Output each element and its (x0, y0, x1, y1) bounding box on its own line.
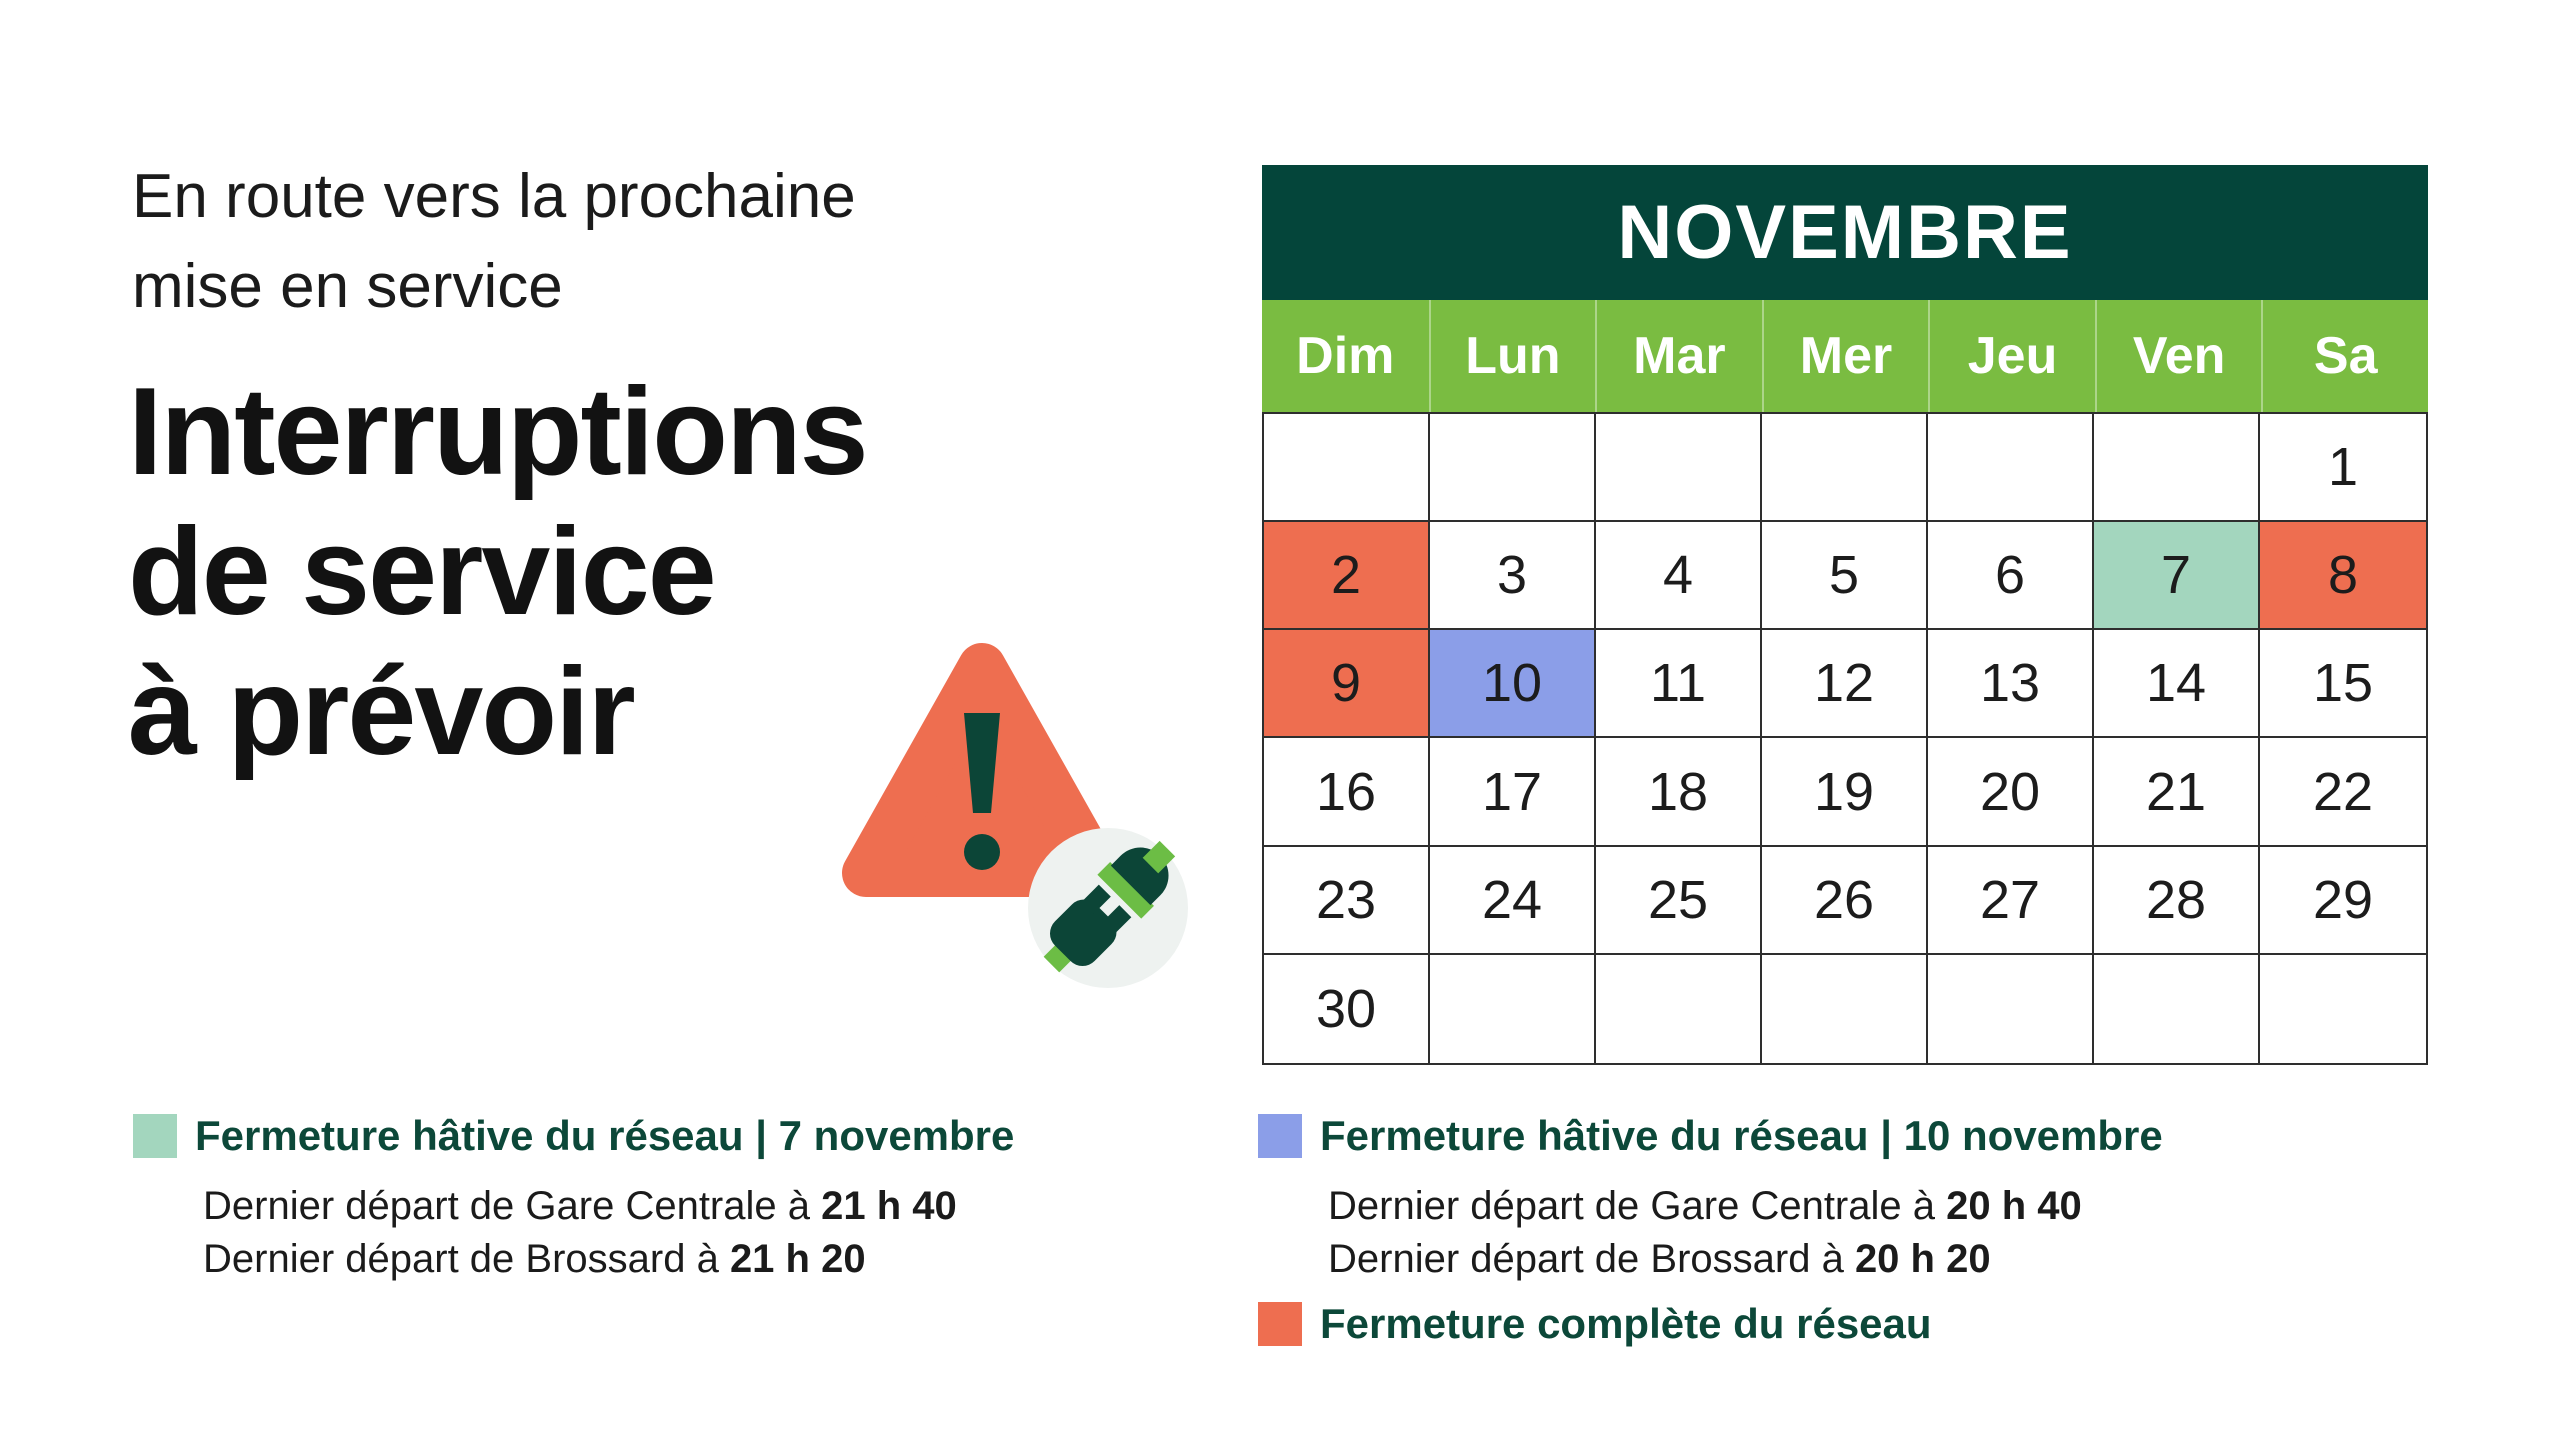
title-line-2: de service (128, 503, 717, 641)
detail-time: 20 h 20 (1854, 1237, 1991, 1281)
day-header-mer: Mer (1761, 300, 1929, 412)
intro-line-2: mise en service (132, 252, 563, 321)
detail-prefix: Dernier départ de Gare Centrale à (203, 1184, 822, 1228)
date-cell-empty (1928, 414, 2094, 523)
date-cell-20: 20 (1928, 738, 2094, 847)
intro-line-1: En route vers la prochaine (132, 162, 856, 231)
detail-time: 20 h 40 (1946, 1184, 2082, 1228)
date-cell-3: 3 (1430, 522, 1596, 631)
date-cell-25: 25 (1596, 846, 1762, 955)
plug-left-prong-top (1081, 884, 1111, 914)
legend-detail-line: Dernier départ de Brossard à 21 h 20 (203, 1233, 1014, 1286)
blue-swatch-icon (1258, 1114, 1302, 1158)
date-cell-21: 21 (2094, 738, 2260, 847)
date-cell-27: 27 (1928, 846, 2094, 955)
dates-grid: 1 2 3 4 5 6 7 8 9 10 11 12 13 14 15 16 17 18 19 20 21 22 23 24 2… (1262, 412, 2428, 1065)
date-cell-9: 9 (1264, 630, 1430, 739)
detail-time: 21 h 20 (729, 1237, 866, 1281)
date-cell-22: 22 (2260, 738, 2426, 847)
date-cell-6: 6 (1928, 522, 2094, 631)
legend-detail-line: Dernier départ de Brossard à 20 h 20 (1328, 1233, 2163, 1286)
cable-stub-right (1142, 840, 1176, 874)
date-cell-28: 28 (2094, 846, 2260, 955)
date-cell-14: 14 (2094, 630, 2260, 739)
legend-full-closure: Fermeture complète du réseau (1258, 1300, 1932, 1348)
mint-swatch-icon (133, 1114, 177, 1158)
detail-prefix: Dernier départ de Brossard à (203, 1237, 730, 1281)
exclamation-dot (964, 834, 1000, 870)
date-cell-10: 10 (1430, 630, 1596, 739)
detail-prefix: Dernier départ de Brossard à (1328, 1237, 1855, 1281)
date-cell-empty (2094, 414, 2260, 523)
date-cell-empty (1762, 414, 1928, 523)
intro-text: En route vers la prochaine mise en servi… (132, 152, 856, 332)
calendar-month-header: NOVEMBRE (1262, 165, 2428, 300)
date-cell-26: 26 (1762, 846, 1928, 955)
day-header-ven: Ven (2094, 300, 2262, 412)
legend-title-full-closure: Fermeture complète du réseau (1320, 1300, 1932, 1347)
day-header-jeu: Jeu (1928, 300, 2095, 412)
legend-detail-line: Dernier départ de Gare Centrale à 21 h 4… (203, 1180, 1014, 1233)
plug-left-prong-bottom (1102, 905, 1132, 935)
date-cell-30: 30 (1264, 954, 1430, 1063)
legend-title-7nov: Fermeture hâtive du réseau | 7 novembre (195, 1112, 1015, 1159)
date-cell-2: 2 (1264, 522, 1430, 631)
date-cell-empty (1596, 414, 1762, 523)
date-cell-empty (1928, 954, 2094, 1063)
date-cell-5: 5 (1762, 522, 1928, 631)
warning-triangle-icon (842, 643, 1188, 988)
date-cell-17: 17 (1430, 738, 1596, 847)
date-cell-8: 8 (2260, 522, 2426, 631)
date-cell-11: 11 (1596, 630, 1762, 739)
date-cell-24: 24 (1430, 846, 1596, 955)
legend-detail-line: Dernier départ de Gare Centrale à 20 h 4… (1328, 1180, 2163, 1233)
orange-swatch-icon (1258, 1302, 1302, 1346)
date-cell-empty (1430, 414, 1596, 523)
date-cell-19: 19 (1762, 738, 1928, 847)
day-header-dim: Dim (1296, 327, 1395, 385)
legend-early-closure-10nov: Fermeture hâtive du réseau | 10 novembre… (1258, 1112, 2163, 1286)
date-cell-empty (1762, 954, 1928, 1063)
title-line-1: Interruptions (128, 363, 869, 501)
exclamation-bar (964, 713, 1000, 813)
date-cell-1: 1 (2260, 414, 2426, 523)
title-line-3: à prévoir (128, 643, 636, 781)
date-cell-15: 15 (2260, 630, 2426, 739)
date-cell-empty (2260, 955, 2426, 1063)
date-cell-13: 13 (1928, 630, 2094, 739)
detail-prefix: Dernier départ de Gare Centrale à (1328, 1184, 1947, 1228)
date-cell-16: 16 (1264, 738, 1430, 847)
legend-early-closure-7nov: Fermeture hâtive du réseau | 7 novembre … (133, 1112, 1014, 1286)
plug-left-body (1049, 899, 1117, 967)
day-header-sa: Sa (2261, 300, 2428, 412)
date-cell-23: 23 (1264, 846, 1430, 955)
page-title: Interruptions de service à prévoir (128, 362, 869, 782)
date-cell-empty (1430, 954, 1596, 1063)
day-header-row: Dim Lun Mar Mer Jeu Ven Sa (1262, 300, 2428, 412)
date-cell-18: 18 (1596, 738, 1762, 847)
day-header-lun: Lun (1428, 300, 1596, 412)
detail-time: 21 h 40 (821, 1184, 957, 1228)
date-cell-4: 4 (1596, 522, 1762, 631)
date-cell-empty (1596, 954, 1762, 1063)
date-cell-12: 12 (1762, 630, 1928, 739)
date-cell-29: 29 (2260, 847, 2426, 955)
plug-badge-icon (1028, 828, 1188, 988)
plug-right-band (1097, 862, 1154, 919)
date-cell-7: 7 (2094, 522, 2260, 631)
legend-title-10nov: Fermeture hâtive du réseau | 10 novembre (1320, 1112, 2163, 1159)
date-cell-empty (2094, 954, 2260, 1063)
date-cell-empty (1264, 414, 1430, 523)
day-header-mar: Mar (1595, 300, 1762, 412)
